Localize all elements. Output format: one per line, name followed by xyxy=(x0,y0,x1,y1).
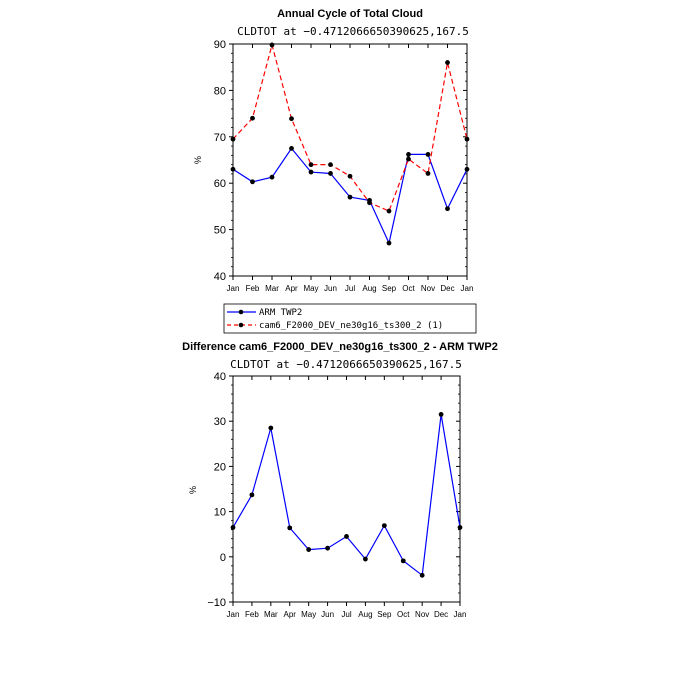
chart1-series-0-point xyxy=(289,146,294,151)
chart2-xtick-label: Dec xyxy=(434,610,448,619)
chart1-xtick-label: Aug xyxy=(362,284,376,293)
chart2-series-0-point xyxy=(457,525,463,530)
chart1-xtick-label: Sep xyxy=(382,284,397,293)
chart1-ytick-label: 70 xyxy=(214,132,226,144)
chart2-series-0-point xyxy=(268,425,274,431)
chart1-xtick-label: Jan xyxy=(227,284,240,293)
chart2-xtick-label: Jul xyxy=(341,610,351,619)
chart2-xtick-label: Jun xyxy=(321,610,334,619)
chart1-ylabel: % xyxy=(193,156,203,164)
chart1-xtick-label: Feb xyxy=(246,284,260,293)
chart2-series-0-point xyxy=(287,525,293,531)
chart2-xtick-label: Oct xyxy=(397,610,410,619)
chart1-series-1-point xyxy=(308,162,314,168)
chart2-xtick-label: Feb xyxy=(245,610,259,619)
chart1-title: Annual Cycle of Total Cloud xyxy=(277,8,423,20)
chart2-ytick-label: −10 xyxy=(207,597,226,609)
chart2-series-0-point xyxy=(230,525,236,530)
chart1-ytick-label: 50 xyxy=(214,225,226,237)
chart1-series-0-point xyxy=(250,179,255,185)
chart2-series-0-point xyxy=(381,523,387,529)
chart2-frame xyxy=(232,375,461,603)
chart2-series-0-point xyxy=(363,556,368,562)
chart1-xtick-label: Oct xyxy=(402,284,415,293)
chart2-xtick-label: Mar xyxy=(264,610,278,619)
chart1-xtick-label: Jun xyxy=(324,284,337,293)
chart2-series-0-point xyxy=(400,558,406,564)
chart1-series-1-point xyxy=(406,156,411,162)
chart1-series-0-point xyxy=(445,206,450,212)
chart1-xtick-label: Mar xyxy=(265,284,279,293)
chart1-series-1-point xyxy=(367,200,372,206)
chart1-series-0-point xyxy=(386,240,392,246)
chart2-title: Difference cam6_F2000_DEV_ne30g16_ts300_… xyxy=(182,341,498,353)
chart1-series-1-point xyxy=(425,171,431,176)
chart1-series-1-point xyxy=(250,115,255,121)
chart2-xtick-label: Aug xyxy=(358,610,372,619)
chart1-frame xyxy=(232,43,468,277)
legend-marker-arm xyxy=(238,309,244,315)
chart1-xtick-label: May xyxy=(303,284,318,293)
chart2-ytick-label: 10 xyxy=(214,507,226,519)
chart2-xtick-label: May xyxy=(301,610,316,619)
chart1-series-0-point xyxy=(406,152,411,157)
chart1-series-0-point xyxy=(230,166,236,172)
legend-box xyxy=(223,303,477,334)
chart1-series-1-point xyxy=(347,173,353,179)
chart2-series-0-point xyxy=(344,534,349,539)
chart2-series-0-point xyxy=(249,492,255,498)
chart2-xtick-label: Nov xyxy=(415,610,429,619)
chart1-xtick-label: Jan xyxy=(461,284,474,293)
chart1-ytick-label: 40 xyxy=(214,271,226,283)
chart1-xtick-label: Dec xyxy=(440,284,454,293)
chart1-xtick-label: Apr xyxy=(285,284,298,293)
chart1-plot: 40 50 60 70 80 90 Jan Feb Mar Apr May Jun Jul Aug Sep O… xyxy=(214,39,474,293)
chart1-series-0-point xyxy=(269,174,275,180)
legend-marker-model xyxy=(238,322,244,328)
chart1-series-1-point xyxy=(464,136,470,142)
chart2-xtick-label: Sep xyxy=(377,610,392,619)
chart1-ytick-label: 80 xyxy=(214,85,226,97)
legend-label-model: cam6_F2000_DEV_ne30g16_ts300_2 (1) xyxy=(259,321,443,331)
chart2-xtick-label: Jan xyxy=(227,610,240,619)
chart2-ytick-label: 40 xyxy=(214,371,226,383)
chart2-ytick-label: 0 xyxy=(220,552,226,564)
chart1-series-0-point xyxy=(308,169,314,175)
chart1-series-0-point xyxy=(425,152,431,157)
chart2-ytick-label: 20 xyxy=(214,461,226,473)
chart2-series-0-point xyxy=(325,545,330,551)
chart1-series-1-point xyxy=(328,162,333,168)
chart1-series-1-point xyxy=(386,208,392,214)
chart1-series-1-line xyxy=(232,42,468,212)
chart2-xtick-label: Jan xyxy=(454,610,467,619)
chart1-xtick-label: Jul xyxy=(345,284,355,293)
chart2-series-0-line xyxy=(232,414,461,577)
chart2-series-0-point xyxy=(438,412,444,417)
legend-label-arm: ARM TWP2 xyxy=(259,308,302,318)
chart2-series-0-point xyxy=(306,547,312,552)
chart2-plot: −10 0 10 20 30 40 Jan Feb Mar Apr May Jun Jul Aug Sep O… xyxy=(207,371,466,619)
chart1-series-0-point xyxy=(347,194,353,200)
chart1-xtick-label: Nov xyxy=(421,284,435,293)
chart2-subtitle: CLDTOT at −0.4712066650390625,167.5 xyxy=(230,358,462,371)
chart1-ytick-label: 90 xyxy=(214,39,226,51)
chart1-series-0-point xyxy=(464,166,470,172)
chart2-ytick-label: 30 xyxy=(214,416,226,428)
chart1-series-1-point xyxy=(269,42,275,48)
chart1-series-0-point xyxy=(328,171,333,176)
chart1-subtitle: CLDTOT at −0.4712066650390625,167.5 xyxy=(237,25,469,38)
chart2-xtick-label: Apr xyxy=(284,610,297,619)
chart1-ytick-label: 60 xyxy=(214,178,226,190)
chart1-series-1-point xyxy=(230,136,236,142)
chart1-series-1-point xyxy=(289,116,294,122)
chart2-series-0-point xyxy=(419,572,425,578)
chart2-ylabel: % xyxy=(188,486,198,494)
chart1-legend: ARM TWP2 cam6_F2000_DEV_ne30g16_ts300_2 … xyxy=(223,303,477,334)
chart1-series-1-point xyxy=(445,60,450,65)
